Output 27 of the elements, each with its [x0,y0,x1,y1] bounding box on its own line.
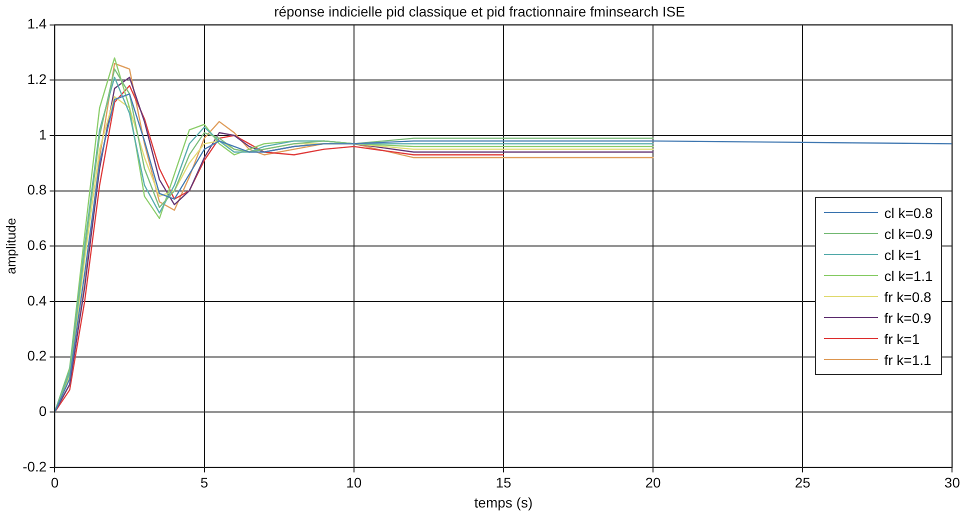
legend-label: cl k=0.8 [884,204,933,221]
legend-label: cl k=1 [884,246,922,263]
y-tick-label: 0.8 [27,182,47,198]
y-tick-label: 0.4 [27,292,47,308]
y-tick-label: 0 [38,402,47,419]
y-tick-label: 1.2 [27,70,47,87]
y-tick-label: 1 [38,126,47,142]
y-tick-label: 1.4 [27,16,47,32]
legend-label: cl k=1.1 [884,268,933,284]
y-tick-label: 0.6 [27,236,47,253]
x-tick-label: 5 [200,474,208,491]
x-tick-label: 0 [50,474,59,491]
legend-label: cl k=0.9 [884,226,933,242]
legend-label: fr k=1 [884,330,920,347]
x-tick-label: 30 [944,474,960,491]
chart-title: réponse indicielle pid classique et pid fractionnaire fminsearch ISE [274,3,685,20]
legend-label: fr k=0.9 [884,310,932,326]
y-tick-label: -0.2 [22,458,47,474]
legend-label: fr k=1.1 [884,352,932,368]
x-tick-label: 15 [496,474,512,491]
x-tick-label: 10 [346,474,362,491]
y-axis-title: amplitude [3,218,18,274]
x-axis-title: temps (s) [474,494,533,510]
x-tick-label: 20 [645,474,662,491]
legend-label: fr k=0.8 [884,288,932,305]
x-tick-label: 25 [794,474,811,491]
y-tick-label: 0.2 [27,348,47,364]
